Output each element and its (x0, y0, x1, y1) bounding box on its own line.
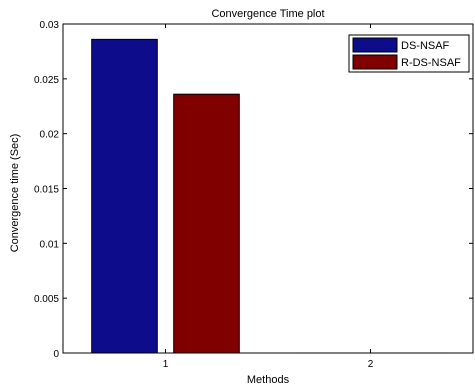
y-tick-label: 0 (53, 349, 59, 360)
legend-label-ds-nsaf: DS-NSAF (401, 40, 450, 52)
y-tick-label: 0.03 (40, 20, 60, 31)
y-tick-label: 0.02 (40, 130, 60, 141)
bar-r-ds-nsaf-1 (173, 93, 240, 354)
y-axis-label: Convergence time (Sec) (9, 134, 21, 253)
x-tick-label: 2 (368, 359, 374, 370)
legend-label-r-ds-nsaf: R-DS-NSAF (401, 57, 461, 69)
legend-swatch-ds-nsaf (352, 37, 398, 53)
x-axis-label: Methods (247, 374, 290, 386)
bars-group (91, 38, 445, 354)
y-tick-label: 0.005 (34, 294, 59, 305)
legend: DS-NSAF R-DS-NSAF (348, 34, 470, 73)
y-tick-label: 0.015 (34, 185, 59, 196)
legend-swatch-r-ds-nsaf (352, 54, 398, 70)
bar-ds-nsaf-1 (91, 38, 158, 354)
axes-group: 0 0.005 0.01 0.015 0.02 0.025 0.03 1 2 (34, 20, 474, 370)
y-tick-label: 0.01 (40, 239, 60, 250)
chart-title: Convergence Time plot (211, 8, 324, 20)
x-tick-label: 1 (163, 359, 169, 370)
y-tick-label: 0.025 (34, 75, 59, 86)
